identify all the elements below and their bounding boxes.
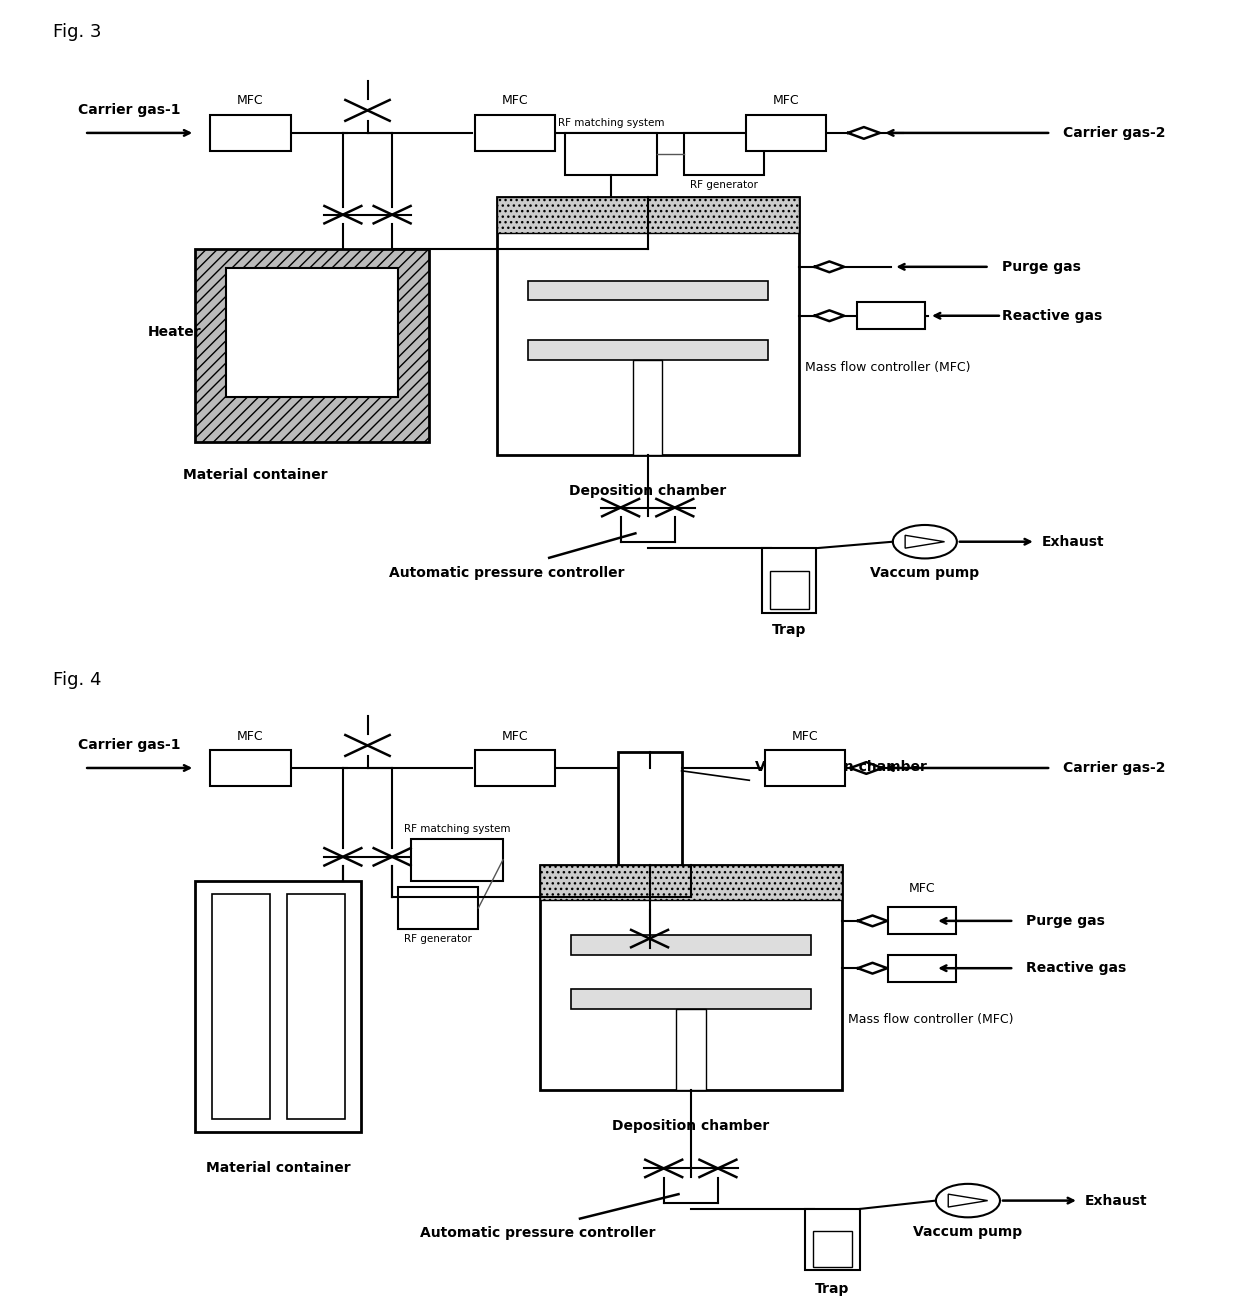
Bar bbox=[746, 115, 826, 151]
Text: Purge gas: Purge gas bbox=[1027, 914, 1105, 928]
Text: RF generator: RF generator bbox=[691, 180, 758, 190]
Text: Mass flow controller (MFC): Mass flow controller (MFC) bbox=[848, 1013, 1013, 1026]
Circle shape bbox=[936, 1184, 999, 1218]
Polygon shape bbox=[905, 535, 945, 548]
Bar bbox=[805, 1209, 859, 1270]
Bar bbox=[570, 935, 811, 955]
Text: Heater: Heater bbox=[148, 326, 201, 339]
Text: Purge gas: Purge gas bbox=[1002, 259, 1081, 274]
Bar bbox=[211, 750, 290, 786]
Text: Reactive gas: Reactive gas bbox=[1027, 961, 1127, 975]
Bar bbox=[763, 548, 816, 613]
Text: Carrier gas-1: Carrier gas-1 bbox=[78, 738, 181, 752]
Text: Carrier gas-2: Carrier gas-2 bbox=[1064, 126, 1166, 140]
Text: Automatic pressure controller: Automatic pressure controller bbox=[389, 566, 625, 579]
Circle shape bbox=[893, 526, 957, 558]
Bar bbox=[195, 249, 429, 442]
Bar bbox=[570, 990, 811, 1009]
Text: MFC: MFC bbox=[502, 94, 528, 107]
Polygon shape bbox=[949, 1194, 987, 1208]
Text: Fig. 3: Fig. 3 bbox=[53, 23, 102, 42]
Text: Exhaust: Exhaust bbox=[1042, 535, 1105, 549]
Bar bbox=[398, 887, 479, 928]
Text: Trap: Trap bbox=[773, 623, 806, 638]
Bar bbox=[676, 1009, 706, 1090]
Bar bbox=[539, 865, 842, 1090]
Bar bbox=[618, 752, 682, 910]
Text: Vaccum pump: Vaccum pump bbox=[870, 566, 980, 579]
Bar bbox=[475, 750, 556, 786]
Bar bbox=[212, 893, 270, 1119]
Text: Carrier gas-2: Carrier gas-2 bbox=[1064, 762, 1166, 775]
Text: Material container: Material container bbox=[182, 468, 327, 481]
Bar bbox=[195, 880, 361, 1132]
Text: Vaporization chamber: Vaporization chamber bbox=[755, 760, 928, 773]
Bar bbox=[497, 197, 799, 232]
Text: Vaccum pump: Vaccum pump bbox=[914, 1224, 1023, 1239]
Bar bbox=[812, 1231, 852, 1267]
Bar bbox=[564, 133, 657, 175]
Bar bbox=[857, 303, 925, 330]
Bar bbox=[528, 280, 768, 300]
Text: MFC: MFC bbox=[773, 94, 800, 107]
Bar bbox=[475, 115, 556, 151]
Text: Automatic pressure controller: Automatic pressure controller bbox=[420, 1226, 656, 1240]
Bar bbox=[765, 750, 844, 786]
Text: Material container: Material container bbox=[206, 1161, 351, 1175]
Text: RF generator: RF generator bbox=[404, 934, 472, 944]
Text: Carrier gas-1: Carrier gas-1 bbox=[78, 103, 181, 117]
Text: Exhaust: Exhaust bbox=[1085, 1193, 1147, 1208]
Bar bbox=[211, 115, 290, 151]
Text: MFC: MFC bbox=[237, 94, 264, 107]
Text: Reactive gas: Reactive gas bbox=[1002, 309, 1102, 323]
Bar bbox=[888, 955, 956, 982]
Text: Deposition chamber: Deposition chamber bbox=[569, 484, 727, 498]
Text: MFC: MFC bbox=[237, 729, 264, 742]
Text: MFC: MFC bbox=[502, 729, 528, 742]
Bar bbox=[770, 571, 808, 609]
Text: Fig. 4: Fig. 4 bbox=[53, 672, 102, 690]
Text: RF matching system: RF matching system bbox=[558, 117, 663, 128]
Text: Trap: Trap bbox=[815, 1282, 849, 1296]
Text: MFC: MFC bbox=[791, 729, 818, 742]
Bar bbox=[497, 197, 799, 455]
Bar bbox=[286, 893, 345, 1119]
Bar bbox=[632, 360, 662, 455]
Text: Mass flow controller (MFC): Mass flow controller (MFC) bbox=[805, 361, 970, 374]
Text: MFC: MFC bbox=[909, 882, 935, 895]
Text: RF matching system: RF matching system bbox=[403, 824, 510, 833]
Bar bbox=[539, 865, 842, 900]
Bar bbox=[410, 838, 503, 880]
Bar bbox=[528, 340, 768, 360]
Text: Deposition chamber: Deposition chamber bbox=[613, 1119, 770, 1133]
Bar bbox=[226, 269, 398, 396]
Bar bbox=[888, 908, 956, 935]
Bar bbox=[684, 133, 764, 175]
